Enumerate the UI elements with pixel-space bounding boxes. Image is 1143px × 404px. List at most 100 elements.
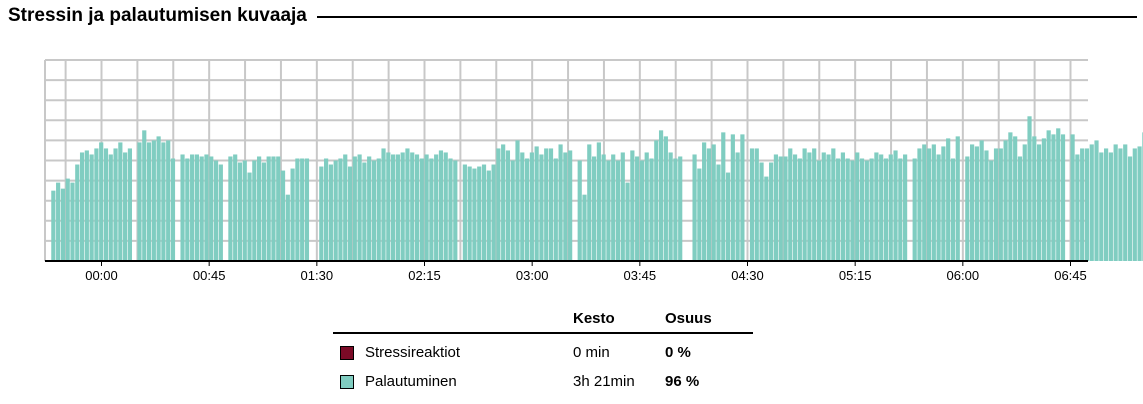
recovery-bar	[444, 152, 448, 261]
recovery-bar	[1137, 146, 1141, 261]
x-tick-label: 02:15	[408, 268, 441, 283]
recovery-bar	[755, 148, 759, 261]
recovery-bar	[822, 152, 826, 261]
recovery-bar	[736, 152, 740, 261]
recovery-bar	[525, 158, 529, 261]
recovery-bar	[539, 154, 543, 261]
recovery-bar	[932, 144, 936, 261]
recovery-bar	[200, 156, 204, 261]
recovery-bar	[142, 130, 146, 261]
recovery-bar	[166, 140, 170, 261]
recovery-bar	[185, 158, 189, 261]
x-tick-label: 06:45	[1054, 268, 1087, 283]
recovery-bar	[99, 142, 103, 261]
legend-col-share: Osuus	[665, 310, 712, 327]
recovery-bar	[520, 152, 524, 261]
legend-header: Kesto Osuus	[333, 308, 753, 334]
recovery-bar	[903, 154, 907, 261]
recovery-bar	[1008, 132, 1012, 261]
recovery-bar	[898, 158, 902, 261]
recovery-bar	[147, 142, 151, 261]
recovery-bar	[267, 156, 271, 261]
recovery-bar	[965, 156, 969, 261]
recovery-bar	[625, 183, 629, 261]
recovery-bar	[602, 154, 606, 261]
recovery-bar	[740, 134, 744, 261]
recovery-bar	[692, 154, 696, 261]
recovery-bar	[1085, 148, 1089, 261]
chart-legend: Kesto Osuus Stressireaktiot 0 min 0 % Pa…	[333, 308, 753, 392]
recovery-bar	[702, 142, 706, 261]
recovery-bar	[927, 148, 931, 261]
recovery-bar	[716, 165, 720, 261]
recovery-bar	[128, 148, 132, 261]
recovery-bar	[477, 167, 481, 261]
recovery-bar	[405, 148, 409, 261]
recovery-bar	[774, 154, 778, 261]
recovery-bar	[578, 161, 582, 262]
recovery-bar	[137, 142, 141, 261]
recovery-bar	[530, 152, 534, 261]
recovery-bar	[640, 161, 644, 262]
recovery-bar	[180, 154, 184, 261]
recovery-bar	[1123, 144, 1127, 261]
legend-label-recovery: Palautuminen	[365, 373, 457, 390]
legend-row-stress: Stressireaktiot 0 min 0 %	[333, 334, 753, 363]
recovery-bar	[1071, 134, 1075, 261]
recovery-bar	[941, 146, 945, 261]
legend-col-duration: Kesto	[573, 310, 615, 327]
x-tick-label: 04:30	[731, 268, 764, 283]
recovery-bar	[779, 156, 783, 261]
recovery-bar	[922, 144, 926, 261]
recovery-bar	[329, 165, 333, 261]
recovery-bar	[630, 150, 634, 261]
recovery-bar	[654, 140, 658, 261]
recovery-bar	[1023, 144, 1027, 261]
recovery-bar	[420, 158, 424, 261]
recovery-bar	[425, 154, 429, 261]
recovery-bar	[1090, 144, 1094, 261]
recovery-bar	[113, 148, 117, 261]
recovery-bar	[917, 148, 921, 261]
recovery-bar	[989, 161, 993, 262]
recovery-bar	[448, 158, 452, 261]
recovery-bar	[764, 177, 768, 261]
recovery-bar	[865, 161, 869, 262]
recovery-bar	[678, 156, 682, 261]
recovery-bar	[860, 158, 864, 261]
recovery-bar	[391, 154, 395, 261]
recovery-bar	[1075, 154, 1079, 261]
recovery-bar	[606, 161, 610, 262]
recovery-bar	[496, 148, 500, 261]
legend-share-stress: 0 %	[665, 344, 691, 361]
recovery-bar	[66, 179, 70, 261]
recovery-bar	[295, 158, 299, 261]
recovery-bar	[228, 156, 232, 261]
recovery-bar	[1032, 136, 1036, 261]
x-tick-label: 00:45	[193, 268, 226, 283]
recovery-bar	[214, 161, 218, 262]
recovery-bar	[999, 148, 1003, 261]
recovery-bar	[80, 152, 84, 261]
recovery-bar	[984, 150, 988, 261]
recovery-bar	[994, 148, 998, 261]
recovery-bar	[980, 140, 984, 261]
recovery-bar	[415, 154, 419, 261]
title-rule	[317, 16, 1137, 18]
recovery-bar	[1104, 148, 1108, 261]
recovery-bar	[491, 165, 495, 261]
x-tick-label: 01:30	[301, 268, 334, 283]
recovery-bar	[731, 134, 735, 261]
recovery-bar	[836, 158, 840, 261]
recovery-bar	[324, 158, 328, 261]
recovery-bar	[812, 148, 816, 261]
recovery-bar	[161, 142, 165, 261]
recovery-bar	[204, 154, 208, 261]
recovery-bar	[793, 154, 797, 261]
recovery-bar	[429, 158, 433, 261]
recovery-bar	[1128, 156, 1132, 261]
recovery-bar	[884, 158, 888, 261]
recovery-bar	[975, 146, 979, 261]
recovery-bar	[697, 169, 701, 261]
x-tick-label: 00:00	[85, 268, 118, 283]
